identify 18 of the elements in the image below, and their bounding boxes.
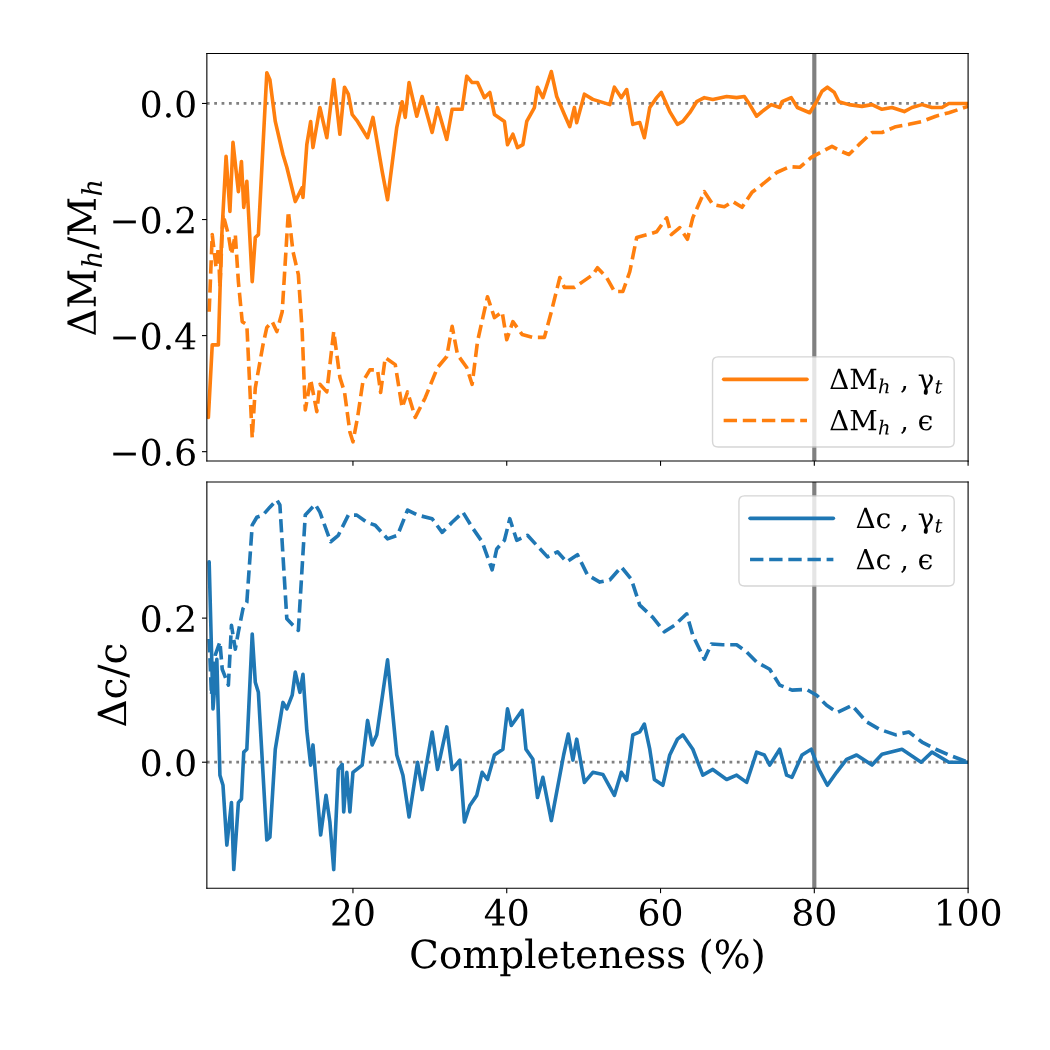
legend-label: ΔM$_{h}$ , γ$_{t}$ bbox=[830, 368, 943, 395]
x-tick-label: 80 bbox=[793, 898, 835, 926]
legend-label: ΔM$_{h}$ , ϵ bbox=[830, 409, 932, 435]
y-axis-title: Δc/c bbox=[97, 644, 130, 727]
y-tick-label: 0.2 bbox=[142, 605, 194, 633]
y-tick-label: −0.2 bbox=[113, 206, 194, 234]
y-tick-label: 0.0 bbox=[142, 749, 195, 777]
y-tick-label: −0.6 bbox=[113, 438, 195, 466]
x-tick-label: 20 bbox=[332, 898, 374, 926]
legend-label: Δc , γ$_{t}$ bbox=[856, 507, 943, 534]
x-tick-label: 100 bbox=[938, 898, 1001, 926]
x-tick-label: 40 bbox=[484, 898, 528, 926]
y-axis-title: ΔM$_{h}$/M$_{h}$ bbox=[67, 181, 102, 336]
x-tick-label: 60 bbox=[639, 898, 682, 926]
y-tick-label: 0.0 bbox=[142, 90, 195, 118]
y-tick-label: −0.4 bbox=[113, 322, 196, 350]
x-axis-title: Completeness (%) bbox=[411, 938, 763, 977]
legend-label: Δc , ϵ bbox=[856, 548, 932, 573]
